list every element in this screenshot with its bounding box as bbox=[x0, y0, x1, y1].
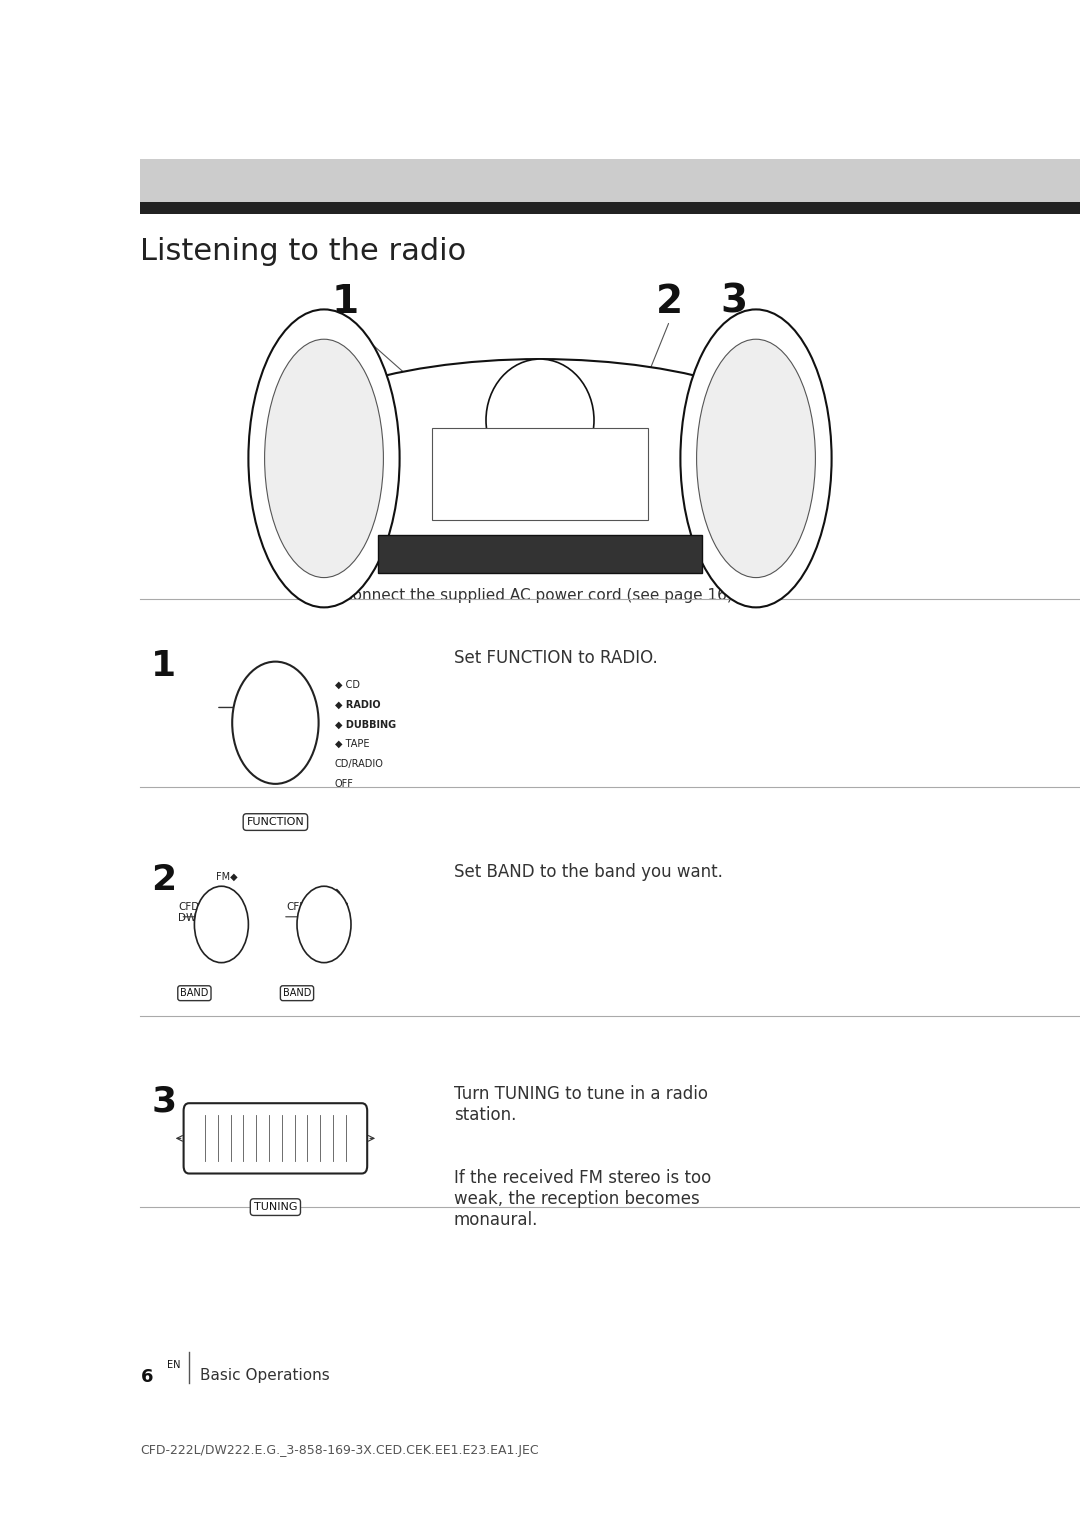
Text: BAND: BAND bbox=[283, 989, 311, 998]
Text: CFD-222L/DW222.E.G._3-858-169-3X.CED.CEK.EE1.E23.EA1.JEC: CFD-222L/DW222.E.G._3-858-169-3X.CED.CEK… bbox=[140, 1444, 539, 1458]
Text: CFD-DW222: CFD-DW222 bbox=[286, 902, 349, 912]
Ellipse shape bbox=[680, 310, 832, 608]
Ellipse shape bbox=[259, 359, 821, 558]
Text: ◆ TAPE: ◆ TAPE bbox=[335, 740, 369, 749]
Text: EN: EN bbox=[167, 1360, 181, 1371]
FancyBboxPatch shape bbox=[378, 535, 702, 573]
Text: ◆ CD: ◆ CD bbox=[335, 680, 360, 689]
Text: Basic Operations: Basic Operations bbox=[200, 1368, 329, 1383]
Ellipse shape bbox=[265, 339, 383, 578]
FancyBboxPatch shape bbox=[432, 428, 648, 520]
Text: LW◆: LW◆ bbox=[216, 921, 238, 932]
Text: If the received FM stereo is too
weak, the reception becomes
monaural.: If the received FM stereo is too weak, t… bbox=[454, 1169, 711, 1229]
FancyBboxPatch shape bbox=[184, 1103, 367, 1174]
Circle shape bbox=[194, 886, 248, 963]
Text: Set FUNCTION to RADIO.: Set FUNCTION to RADIO. bbox=[454, 649, 658, 668]
Text: MW◆: MW◆ bbox=[214, 898, 240, 909]
Circle shape bbox=[297, 886, 351, 963]
Ellipse shape bbox=[248, 310, 400, 608]
Text: Connect the supplied AC power cord (see page 16).: Connect the supplied AC power cord (see … bbox=[342, 588, 738, 604]
Text: 3: 3 bbox=[720, 283, 748, 321]
Text: FM◆: FM◆ bbox=[319, 886, 340, 897]
Text: ◆ RADIO: ◆ RADIO bbox=[335, 700, 380, 709]
FancyBboxPatch shape bbox=[140, 159, 1080, 202]
Text: FM◆: FM◆ bbox=[216, 871, 238, 882]
Text: BAND: BAND bbox=[180, 989, 208, 998]
FancyBboxPatch shape bbox=[140, 202, 1080, 214]
Text: 2: 2 bbox=[656, 283, 684, 321]
Text: 6: 6 bbox=[140, 1368, 153, 1386]
Text: Turn TUNING to tune in a radio
station.: Turn TUNING to tune in a radio station. bbox=[454, 1085, 707, 1123]
Text: FUNCTION: FUNCTION bbox=[246, 817, 305, 827]
Text: CD/RADIO: CD/RADIO bbox=[335, 759, 383, 769]
Text: 1: 1 bbox=[332, 283, 360, 321]
Text: CFD-222L/
DW222L: CFD-222L/ DW222L bbox=[178, 902, 232, 923]
Text: Listening to the radio: Listening to the radio bbox=[140, 237, 467, 266]
Text: 3: 3 bbox=[151, 1085, 176, 1118]
Text: 1: 1 bbox=[151, 649, 176, 683]
Text: Set BAND to the band you want.: Set BAND to the band you want. bbox=[454, 863, 723, 882]
Ellipse shape bbox=[697, 339, 815, 578]
Text: TUNING: TUNING bbox=[254, 1203, 297, 1212]
Ellipse shape bbox=[486, 359, 594, 481]
Text: ◆ DUBBING: ◆ DUBBING bbox=[335, 720, 396, 729]
Text: AM◆: AM◆ bbox=[319, 914, 340, 924]
Circle shape bbox=[232, 662, 319, 784]
Text: OFF: OFF bbox=[335, 779, 353, 788]
Text: 2: 2 bbox=[151, 863, 176, 897]
